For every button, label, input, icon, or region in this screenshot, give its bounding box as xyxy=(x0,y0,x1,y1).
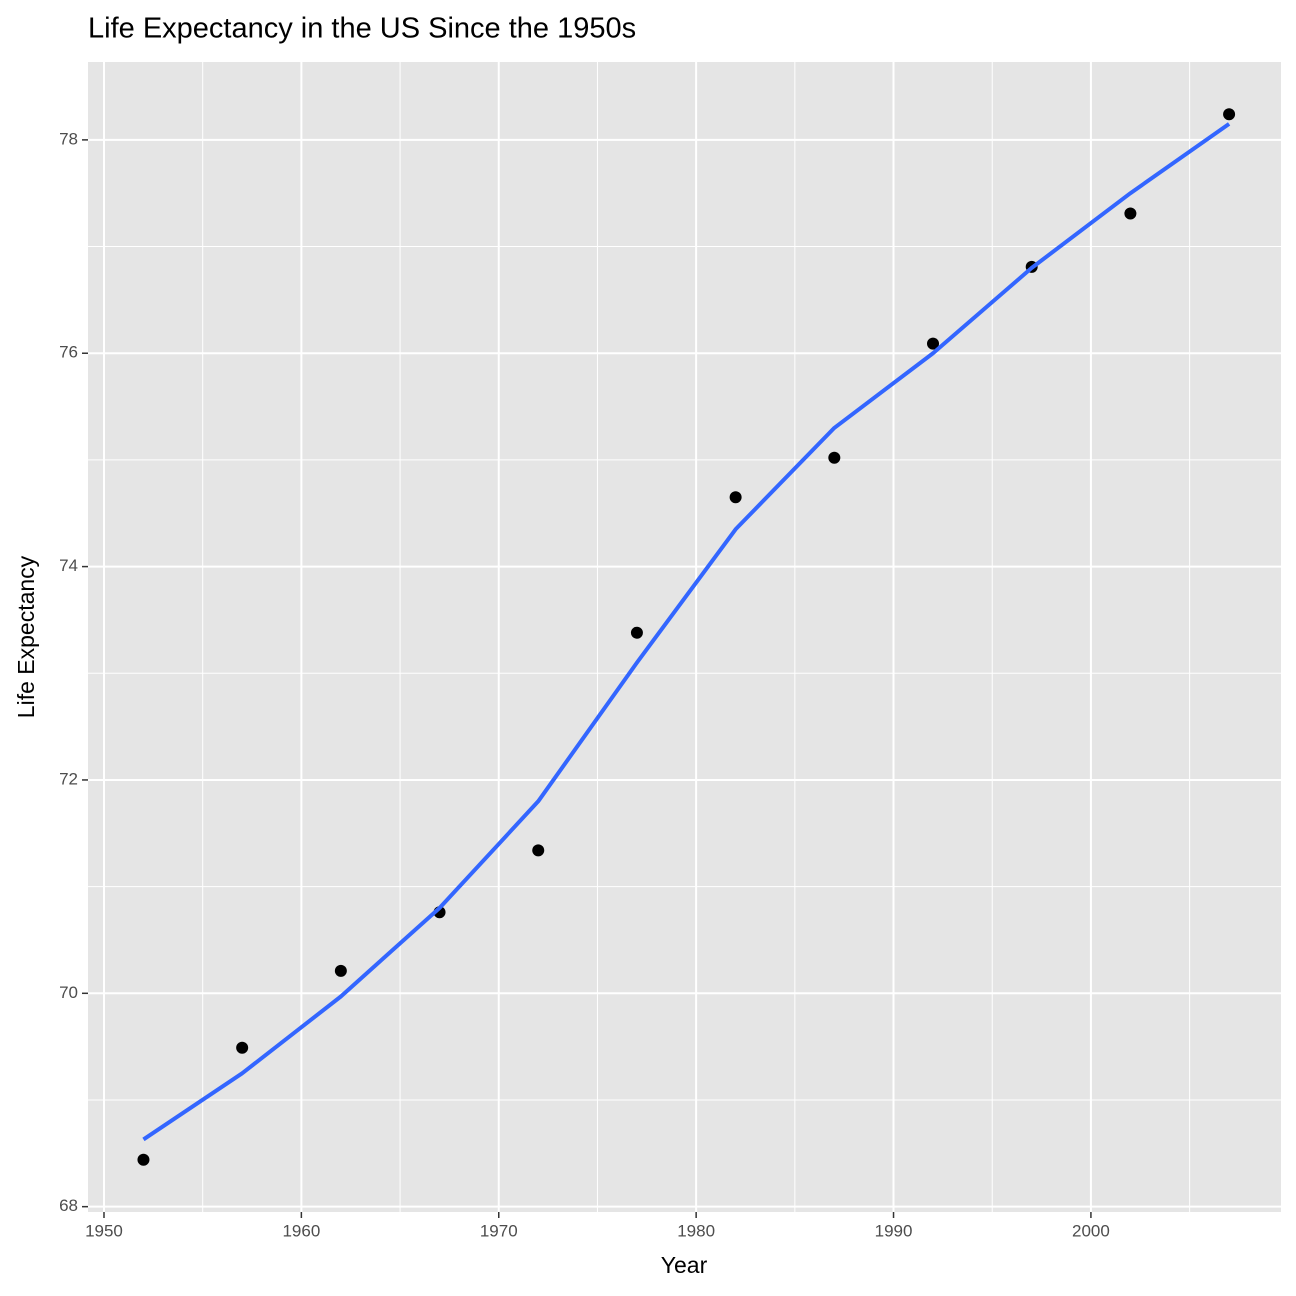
y-tick-label: 72 xyxy=(59,769,78,788)
x-tick-label: 1970 xyxy=(480,1221,518,1240)
point xyxy=(1124,207,1137,220)
point xyxy=(137,1153,150,1166)
point xyxy=(532,844,545,857)
point xyxy=(927,337,940,350)
chart-title: Life Expectancy in the US Since the 1950… xyxy=(88,13,636,45)
x-axis-title: Year xyxy=(661,1252,708,1278)
point xyxy=(729,491,742,504)
point xyxy=(630,626,643,639)
x-tick-label: 1990 xyxy=(875,1221,913,1240)
x-tick-label: 1960 xyxy=(282,1221,320,1240)
point xyxy=(1223,108,1236,121)
y-tick-label: 74 xyxy=(59,556,78,575)
y-axis-title: Life Expectancy xyxy=(13,555,39,718)
y-tick-label: 76 xyxy=(59,343,78,362)
x-tick-label: 2000 xyxy=(1072,1221,1110,1240)
y-tick-label: 78 xyxy=(59,129,78,148)
point xyxy=(828,451,841,464)
x-tick-label: 1950 xyxy=(85,1221,123,1240)
smooth-line xyxy=(142,122,1231,1142)
panel xyxy=(88,62,1281,1212)
point xyxy=(334,964,347,977)
y-tick-label: 68 xyxy=(59,1196,78,1215)
x-tick-label: 1980 xyxy=(677,1221,715,1240)
point xyxy=(236,1041,249,1054)
y-tick-label: 70 xyxy=(59,983,78,1002)
